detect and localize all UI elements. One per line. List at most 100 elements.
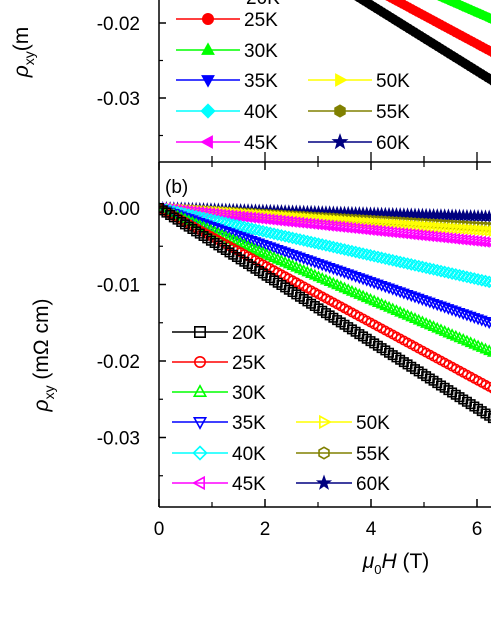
panel-b-legend-marker <box>319 414 332 430</box>
panel-b-point-20k <box>372 340 383 351</box>
panel-b-point-35k <box>345 270 358 282</box>
panel-b-point-40k <box>364 248 377 262</box>
panel-b-point-40k <box>438 265 452 279</box>
panel-b-point-35k <box>357 274 370 286</box>
panel-b-point-20k <box>269 275 280 286</box>
panel-a-series-30k <box>436 0 491 24</box>
panel-b-point-20k <box>358 331 369 342</box>
panel-b-point-40k <box>326 240 340 254</box>
panel-b-point-20k <box>250 263 261 274</box>
panel-b-point-40k <box>371 250 385 264</box>
panel-b-point-40k <box>345 244 359 258</box>
panel-b-point-20k <box>179 219 190 230</box>
panel-a-legend-fragment-text: 20K <box>246 0 280 9</box>
panel-b-point-20k <box>183 221 194 232</box>
panel-b-point-20k <box>450 389 461 400</box>
panel-b-point-35k <box>464 311 477 323</box>
panel-b-point-20k <box>447 387 458 398</box>
panel-b-point-40k <box>301 234 314 248</box>
panel-a-point-25k <box>488 48 491 57</box>
panel-b-point-20k <box>209 238 220 249</box>
panel-b-legend-label: 40K <box>232 444 266 465</box>
panel-b-point-20k <box>469 401 480 412</box>
panel-b-point-20k <box>435 380 446 391</box>
panel-b-point-35k <box>375 280 388 292</box>
panel-b-point-40k <box>382 253 396 266</box>
panel-b-point-20k <box>320 308 331 319</box>
panel-b-point-35k <box>468 313 481 324</box>
panel-b-legend-item-30k: 30K <box>172 383 266 404</box>
panel-b-point-20k <box>417 368 428 379</box>
panel-a-legend-label: 35K <box>244 71 278 92</box>
panel-a-y-tick-label: -0.03 <box>97 89 140 110</box>
panel-b-y-tick-label: -0.01 <box>97 276 140 297</box>
panel-b-point-35k <box>334 266 347 278</box>
panel-b-point-40k <box>315 238 329 251</box>
panel-b-point-40k <box>486 278 491 288</box>
panel-b-legend: 20K 25K 30K 35K 40K 45K 50K 55K 60K <box>172 323 390 495</box>
panel-b-legend-marker <box>194 355 207 368</box>
panel-a-legend-marker <box>200 103 216 119</box>
panel-b-point-40k <box>282 230 296 244</box>
panel-b-point-40k <box>430 263 444 277</box>
panel-b-point-20k <box>202 233 213 244</box>
panel-a-legend-label: 30K <box>244 41 278 62</box>
panel-b-legend-marker <box>192 475 205 491</box>
panel-b-point-35k <box>479 316 491 328</box>
panel-b-point-35k <box>364 277 377 288</box>
panel-b-point-35k <box>268 243 280 255</box>
panel-b-point-40k <box>349 245 363 259</box>
panel-b-point-40k <box>304 235 318 249</box>
panel-b-point-40k <box>423 262 437 275</box>
panel-b-point-40k <box>297 233 311 247</box>
panel-b-point-40k <box>390 254 403 268</box>
panel-b-point-40k <box>460 270 474 284</box>
panel-b-point-20k <box>161 207 172 218</box>
panel-a-legend-item-45k: 45K <box>176 133 278 154</box>
panel-b-point-20k <box>213 240 224 251</box>
panel-b-point-35k <box>368 278 381 290</box>
panel-b-x-tick-label: 6 <box>472 519 483 540</box>
panel-b-point-40k <box>482 275 491 289</box>
panel-b-point-40k <box>479 274 491 288</box>
panel-b-point-35k <box>449 306 462 318</box>
panel-a-legend-label: 25K <box>244 10 278 31</box>
panel-b-point-20k <box>428 375 439 386</box>
panel-b-point-40k <box>393 255 407 269</box>
panel-b-point-40k <box>334 242 348 256</box>
panel-b-point-35k <box>409 292 421 304</box>
panel-b-point-40k <box>375 251 388 265</box>
panel-b-point-40k <box>338 243 351 256</box>
panel-b-point-35k <box>475 315 488 327</box>
panel-b-legend-marker <box>318 446 330 460</box>
panel-b-point-35k <box>342 269 355 281</box>
panel-b-point-40k <box>256 224 270 238</box>
panel-b-point-40k <box>275 229 288 242</box>
panel-b-point-20k <box>187 224 198 235</box>
panel-b-point-20k <box>159 205 168 216</box>
panel-b-point-20k <box>243 259 254 270</box>
panel-b-y-tick-label: -0.02 <box>97 352 140 373</box>
panel-b-point-35k <box>312 259 325 270</box>
panel-b-point-20k <box>387 350 398 361</box>
panel-b-point-40k <box>330 241 344 255</box>
panel-b-point-35k <box>405 291 418 303</box>
panel-b-point-35k <box>286 250 299 261</box>
panel-b-point-40k <box>427 263 440 276</box>
panel-b-legend-item-20k: 20K <box>172 323 266 344</box>
panel-b-point-20k <box>402 359 413 370</box>
panel-b-point-20k <box>246 261 257 272</box>
panel-b-point-20k <box>272 277 283 288</box>
panel-b-point-20k <box>159 203 164 213</box>
panel-b-point-20k <box>332 315 343 326</box>
panel-b-legend-marker <box>315 474 333 490</box>
panel-b-point-20k <box>265 273 276 284</box>
panel-b-point-20k <box>424 373 435 384</box>
panel-b-point-20k <box>487 413 491 424</box>
panel-b-point-20k <box>458 394 469 405</box>
panel-b-point-35k <box>427 298 440 310</box>
panel-b-point-35k <box>290 251 303 263</box>
panel-a-legend-marker <box>331 133 349 150</box>
panel-b-point-35k <box>245 235 258 247</box>
